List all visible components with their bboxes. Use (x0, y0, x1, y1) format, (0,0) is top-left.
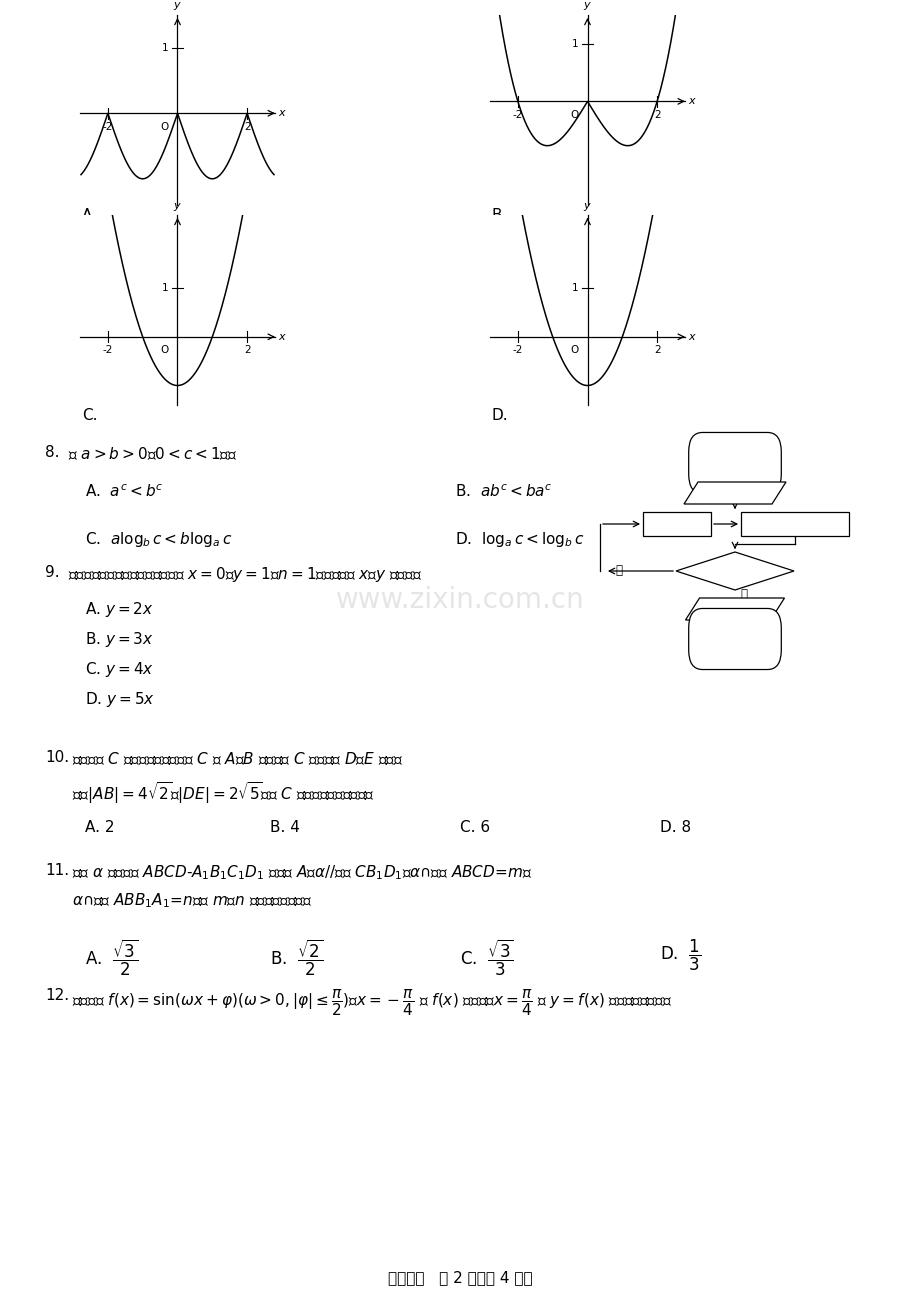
Text: 1: 1 (162, 283, 168, 293)
Text: C. $y=4x$: C. $y=4x$ (85, 660, 153, 680)
Text: A. $y=2x$: A. $y=2x$ (85, 600, 153, 618)
Text: B. $y=3x$: B. $y=3x$ (85, 630, 153, 648)
Text: D.  $\log_a c < \log_b c$: D. $\log_a c < \log_b c$ (455, 530, 584, 549)
Text: C.: C. (82, 408, 97, 423)
Text: A. 2: A. 2 (85, 820, 114, 835)
Text: $x$: $x$ (278, 332, 287, 342)
Text: 11.: 11. (45, 863, 69, 878)
Text: -2: -2 (103, 122, 113, 132)
Text: B.  $ab^c < ba^c$: B. $ab^c < ba^c$ (455, 483, 552, 500)
Text: O: O (570, 345, 578, 355)
Text: $x$: $x$ (278, 108, 287, 118)
Text: $n=n+1$: $n=n+1$ (651, 517, 702, 530)
Text: 2: 2 (244, 122, 250, 132)
Text: 结束: 结束 (727, 633, 742, 646)
Text: B.: B. (492, 208, 506, 223)
Text: 理科数学   第 2 页（共 4 页）: 理科数学 第 2 页（共 4 页） (387, 1269, 532, 1285)
Text: 9.: 9. (45, 565, 60, 579)
Text: 2: 2 (653, 345, 660, 355)
Text: 12.: 12. (45, 988, 69, 1003)
Text: 已知$|AB|=4\sqrt{2}$，$|DE|=2\sqrt{5}$，则 $C$ 的焦点到准线的距离为: 已知$|AB|=4\sqrt{2}$，$|DE|=2\sqrt{5}$，则 $C… (72, 780, 374, 806)
Text: -2: -2 (512, 345, 523, 355)
Text: 若 $a>b>0$，$0<c<1$，则: 若 $a>b>0$，$0<c<1$，则 (68, 445, 237, 462)
Text: D. 8: D. 8 (659, 820, 690, 835)
Text: 1: 1 (572, 283, 578, 293)
Text: 以抛物线 $C$ 的顶点为圆心的圆交 $C$ 于 $A$、$B$ 两点，交 $C$ 的准线于 $D$、$E$ 两点。: 以抛物线 $C$ 的顶点为圆心的圆交 $C$ 于 $A$、$B$ 两点，交 $C… (72, 750, 403, 767)
Text: A.: A. (82, 208, 96, 223)
Text: A.  $\dfrac{\sqrt{3}}{2}$: A. $\dfrac{\sqrt{3}}{2}$ (85, 937, 139, 978)
Text: O: O (160, 122, 168, 132)
Text: 8.: 8. (45, 445, 60, 460)
Text: $\alpha$∩平面 $ABB_1A_1$=$n$，则 $m$、$n$ 所成角的正弦值为: $\alpha$∩平面 $ABB_1A_1$=$n$，则 $m$、$n$ 所成角… (72, 891, 312, 910)
Text: C.  $\dfrac{\sqrt{3}}{3}$: C. $\dfrac{\sqrt{3}}{3}$ (460, 937, 514, 978)
Text: 已知函数 $f(x)=\sin(\omega x+\varphi)(\omega>0,|\varphi|\leq\dfrac{\pi}{2})$，$x=-\df: 已知函数 $f(x)=\sin(\omega x+\varphi)(\omega… (72, 988, 672, 1018)
Text: O: O (160, 345, 168, 355)
Text: www.zixin.com.cn: www.zixin.com.cn (335, 586, 584, 615)
Text: $y$: $y$ (583, 0, 591, 12)
Text: D.  $\dfrac{1}{3}$: D. $\dfrac{1}{3}$ (659, 937, 700, 973)
Text: 执行右面的程序框图，如果输入的 $x=0$，$y=1$，$n=1$，则输出的 $x$、$y$ 的值满足: 执行右面的程序框图，如果输入的 $x=0$，$y=1$，$n=1$，则输出的 $… (68, 565, 422, 585)
Text: $y$: $y$ (173, 201, 182, 212)
Text: B.  $\dfrac{\sqrt{2}}{2}$: B. $\dfrac{\sqrt{2}}{2}$ (269, 937, 323, 978)
Text: 平面 $\alpha$ 过正方体 $ABCD$-$A_1B_1C_1D_1$ 的顶点 $A$，$\alpha$//平面 $CB_1D_1$，$\alpha$∩平: 平面 $\alpha$ 过正方体 $ABCD$-$A_1B_1C_1D_1$ 的… (72, 863, 531, 881)
Text: 否: 否 (614, 565, 621, 578)
Text: C. 6: C. 6 (460, 820, 490, 835)
Text: 2: 2 (244, 345, 250, 355)
Text: B. 4: B. 4 (269, 820, 300, 835)
Text: 输入$x,y,n$: 输入$x,y,n$ (711, 486, 757, 500)
Text: $x$: $x$ (687, 332, 696, 342)
Text: $x=x+\dfrac{n-1}{2},y=ny$: $x=x+\dfrac{n-1}{2},y=ny$ (742, 513, 846, 535)
Text: 输出$x,y$: 输出$x,y$ (717, 602, 751, 616)
Text: $y$: $y$ (583, 201, 591, 212)
Text: -2: -2 (103, 345, 113, 355)
Text: 2: 2 (653, 109, 660, 120)
Text: $x^2+y^2\geq36$: $x^2+y^2\geq36$ (700, 561, 768, 581)
Text: 1: 1 (572, 39, 578, 48)
Text: 开始: 开始 (727, 457, 742, 470)
Text: O: O (570, 109, 578, 120)
Text: D. $y=5x$: D. $y=5x$ (85, 690, 155, 710)
Text: C.  $a\log_b c < b\log_a c$: C. $a\log_b c < b\log_a c$ (85, 530, 233, 549)
Text: D.: D. (492, 408, 508, 423)
Text: A.  $a^c < b^c$: A. $a^c < b^c$ (85, 483, 164, 500)
Text: 是: 是 (739, 587, 746, 600)
Text: 1: 1 (162, 43, 168, 53)
Text: 10.: 10. (45, 750, 69, 766)
Text: $x$: $x$ (687, 96, 696, 107)
Text: $y$: $y$ (173, 0, 182, 12)
Text: -2: -2 (512, 109, 523, 120)
